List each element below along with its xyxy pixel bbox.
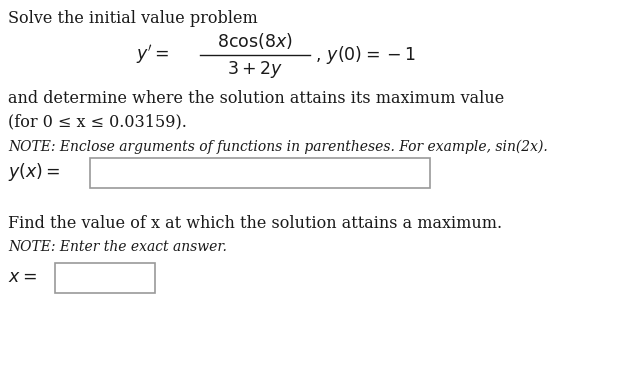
Text: Find the value of x at which the solution attains a maximum.: Find the value of x at which the solutio… xyxy=(8,215,502,232)
Text: $,\,y(0) = -1$: $,\,y(0) = -1$ xyxy=(315,44,416,66)
Text: Solve the initial value problem: Solve the initial value problem xyxy=(8,10,258,27)
Text: (for 0 ≤ x ≤ 0.03159).: (for 0 ≤ x ≤ 0.03159). xyxy=(8,113,187,130)
Bar xyxy=(55,263,155,293)
Text: $y(x) =$: $y(x) =$ xyxy=(8,161,61,183)
Text: NOTE: Enclose arguments of functions in parentheses. For example, sin(2x).: NOTE: Enclose arguments of functions in … xyxy=(8,140,548,154)
Text: $8\cos(8x)$: $8\cos(8x)$ xyxy=(217,31,293,51)
Bar xyxy=(90,158,430,188)
Text: NOTE: Enter the exact answer.: NOTE: Enter the exact answer. xyxy=(8,240,227,254)
Text: $y' =$: $y' =$ xyxy=(137,44,170,66)
Text: and determine where the solution attains its maximum value: and determine where the solution attains… xyxy=(8,90,504,107)
Text: $x =$: $x =$ xyxy=(8,269,37,287)
Text: $3 + 2y$: $3 + 2y$ xyxy=(227,60,283,80)
